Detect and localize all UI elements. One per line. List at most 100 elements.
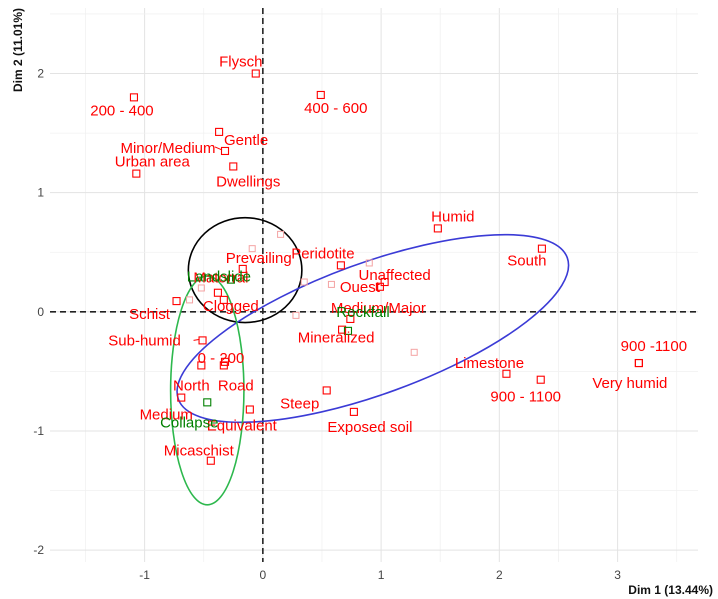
tick-labels: -1 0 1 2 3 -2 -1 0 1 2 [33, 67, 621, 582]
point-schist [172, 297, 181, 306]
x-tick-label: 1 [378, 568, 385, 582]
reference-lines [50, 8, 698, 562]
point-label-very-humid: Very humid [592, 375, 667, 392]
point-label-clogged: Clogged [203, 298, 259, 315]
point-sub-humid [198, 336, 207, 345]
y-tick-label: -1 [33, 424, 44, 438]
point-label-road: Road [218, 377, 254, 394]
point-label-0-200: 0 - 200 [198, 350, 245, 367]
x-axis-title: Dim 1 (13.44%) [628, 583, 713, 597]
ellipse-landslide [187, 216, 303, 324]
point-label-prevailing: Prevailing [226, 250, 292, 267]
point-peridotite [336, 261, 345, 270]
point-label-medium-major: Medium/Major [331, 300, 426, 317]
point-label-mineralized: Mineralized [298, 330, 375, 347]
point-landslide [226, 275, 235, 284]
point-south [537, 244, 546, 253]
faint-point [327, 280, 335, 288]
point-label-peridotite: Peridotite [291, 245, 354, 262]
point-200-400 [129, 93, 139, 102]
point-urban-area [132, 169, 141, 178]
point-label-minor-medium: Minor/Medium [120, 140, 215, 157]
points [129, 69, 643, 465]
faint-point [248, 245, 256, 253]
point-label-rockfall: Rockfall [336, 304, 389, 321]
point-900-1100 [536, 375, 545, 384]
point-label-unaffected: Unaffected [359, 267, 431, 284]
confidence-ellipses [169, 216, 570, 506]
faint-point [292, 311, 300, 319]
point-minor-medium [220, 146, 230, 156]
point-label-steep: Steep [280, 395, 319, 412]
ellipse-rockfall [176, 233, 570, 424]
point-north [197, 361, 206, 370]
point-steep [322, 386, 331, 395]
point-label-urban-area: Urban area [115, 154, 191, 171]
y-axis-title: Dim 2 (11.01%) [11, 8, 25, 92]
point-dwellings [229, 162, 238, 171]
point-label-limestone: Limestone [455, 355, 524, 372]
point-900-1100 [634, 358, 643, 368]
faint-point [300, 278, 308, 286]
leader-line [193, 338, 200, 341]
x-tick-label: 0 [260, 568, 267, 582]
point-prevailing [238, 264, 247, 273]
point-label-900-1100: 900 -1100 [621, 338, 687, 355]
faint-point [277, 230, 285, 238]
y-tick-label: -2 [33, 543, 44, 557]
faint-point [365, 259, 373, 267]
point-road [219, 361, 228, 370]
point-matorral [213, 288, 222, 297]
y-tick-label: 1 [37, 186, 44, 200]
point-label-landslide: Landslide [187, 269, 251, 286]
y-tick-label: 0 [37, 305, 44, 319]
point-label-sub-humid: Sub-humid [108, 332, 181, 349]
y-tick-label: 2 [37, 67, 44, 81]
point-equivalent [245, 405, 254, 414]
point-flysch [251, 69, 260, 78]
point-label-collapse: Collapse [160, 414, 218, 431]
point-limestone [502, 369, 511, 378]
faint-point [186, 296, 194, 304]
point-label-south: South [507, 253, 546, 270]
point-label-gentle: Gentle [224, 132, 268, 149]
point-clogged [219, 295, 228, 304]
point-labels: Flysch 200 - 400 400 - 600 Gentle Minor/Medi… [90, 54, 687, 460]
point-mineralized [338, 325, 347, 334]
point-label-flysch: Flysch [219, 54, 262, 71]
point-label-400-600: 400 - 600 [304, 100, 367, 117]
point-label-equivalent: Equivalent [207, 418, 278, 435]
point-medium-major [346, 314, 355, 324]
point-label-medium: Medium [140, 407, 193, 424]
point-label-dwellings: Dwellings [216, 173, 280, 190]
point-ouest [375, 282, 384, 291]
point-collapse [203, 398, 212, 407]
faint-points [186, 230, 418, 356]
point-exposed-soil [349, 407, 358, 416]
point-label-micaschist: Micaschist [164, 443, 235, 460]
point-label-schist: Schist [129, 306, 171, 323]
faint-point [410, 348, 418, 356]
point-very-humid [634, 358, 643, 368]
point-label-200-400: 200 - 400 [90, 102, 153, 119]
point-gentle [215, 127, 224, 136]
x-tick-label: 2 [496, 568, 503, 582]
faint-point [197, 284, 205, 292]
point-400-600 [316, 90, 325, 100]
point-unaffected [380, 277, 389, 287]
ellipse-collapse [169, 275, 245, 506]
point-label-matorral: Matorral [193, 270, 248, 287]
point-label-exposed-soil: Exposed soil [327, 419, 412, 436]
grid [50, 8, 698, 562]
point-medium [177, 393, 186, 402]
point-humid [433, 224, 442, 233]
point-micaschist [206, 456, 215, 465]
point-label-ouest: Ouest [340, 279, 381, 296]
point-label-900-1100: 900 - 1100 [490, 389, 561, 406]
x-tick-label: 3 [614, 568, 621, 582]
point-rockfall [343, 326, 353, 335]
x-tick-label: -1 [139, 568, 150, 582]
leader-line [214, 146, 223, 151]
point-label-north: North [173, 377, 210, 394]
